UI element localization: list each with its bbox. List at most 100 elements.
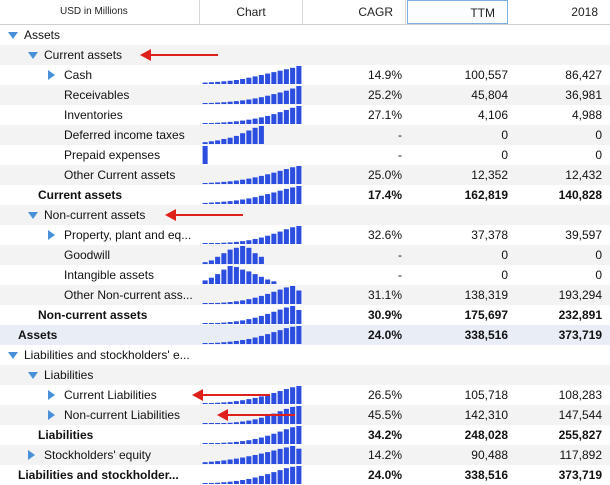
sparkline-bar: [283, 188, 289, 204]
sparkline-bar: [296, 290, 302, 304]
sparkline-bar: [215, 322, 221, 324]
table-row[interactable]: Current assets: [0, 45, 610, 65]
table-row[interactable]: Receivables 25.2% 45,804 36,981: [0, 85, 610, 105]
sparkline-bar: [215, 243, 221, 244]
sparkline-bar: [233, 401, 239, 404]
column-header-cagr[interactable]: CAGR: [303, 0, 406, 24]
sparkline-chart: [202, 146, 208, 164]
expand-right-icon[interactable]: [48, 70, 55, 80]
expand-down-icon[interactable]: [28, 372, 38, 379]
sparkline-bar: [265, 235, 271, 244]
sparkline-bar: [290, 88, 296, 104]
cagr-value: 24.0%: [367, 468, 402, 482]
sparkline-bar: [221, 253, 227, 264]
table-row[interactable]: Deferred income taxes - 0 0: [0, 125, 610, 145]
sparkline-bar: [258, 117, 264, 124]
expand-right-icon[interactable]: [48, 410, 55, 420]
sparkline-bar: [252, 317, 258, 324]
row-label: Assets: [24, 28, 61, 42]
table-row[interactable]: Current Liabilities 26.5% 105,718 108,283: [0, 385, 610, 405]
sparkline-bar: [208, 243, 214, 244]
financial-table-body: Assets Current assets Cash 14.9% 100,557 86,4…: [0, 25, 610, 485]
sparkline-bar: [246, 198, 252, 204]
year-2018-value: 117,892: [559, 448, 603, 462]
sparkline-bar: [283, 90, 289, 104]
table-row[interactable]: Intangible assets - 0 0: [0, 265, 610, 285]
sparkline-bar: [227, 422, 233, 424]
table-row[interactable]: Prepaid expenses - 0 0: [0, 145, 610, 165]
red-arrow-annotation-icon: [217, 409, 296, 421]
table-row[interactable]: Stockholders' equity 14.2% 90,488 117,892: [0, 445, 610, 465]
sparkline-bar: [277, 231, 283, 244]
table-row[interactable]: Assets: [0, 25, 610, 45]
table-row[interactable]: Inventories 27.1% 4,106 4,988: [0, 105, 610, 125]
column-header-chart[interactable]: Chart: [200, 0, 303, 24]
sparkline-bar: [240, 241, 246, 244]
sparkline-bar: [265, 95, 271, 104]
sparkline-chart: [202, 126, 264, 144]
row-label: Goodwill: [64, 248, 111, 262]
cagr-value: 17.4%: [367, 188, 402, 202]
ttm-value: 0: [501, 128, 508, 142]
table-row[interactable]: Cash 14.9% 100,557 86,427: [0, 65, 610, 85]
expand-right-icon[interactable]: [48, 230, 55, 240]
sparkline-bar: [233, 241, 239, 244]
expand-right-icon[interactable]: [48, 390, 55, 400]
row-label: Assets: [18, 328, 58, 342]
sparkline-chart: [202, 466, 302, 484]
sparkline-bar: [208, 202, 214, 204]
table-row[interactable]: Non-current assets: [0, 205, 610, 225]
expand-down-icon[interactable]: [28, 52, 38, 59]
sparkline-chart: [202, 246, 264, 264]
table-row[interactable]: Other Current assets 25.0% 12,352 12,432: [0, 165, 610, 185]
year-2018-value: 4,988: [571, 108, 602, 122]
sparkline-bar: [277, 330, 283, 344]
sparkline-bar: [215, 81, 221, 84]
column-header-2018[interactable]: 2018: [571, 5, 598, 19]
row-label: Other Current assets: [64, 168, 176, 182]
expand-down-icon[interactable]: [8, 32, 18, 39]
sparkline-bar: [221, 423, 227, 424]
sparkline-bar: [246, 99, 252, 104]
table-row[interactable]: Liabilities: [0, 365, 610, 385]
sparkline-bar: [283, 307, 289, 324]
table-row[interactable]: Current assets 17.4% 162,819 140,828: [0, 185, 610, 205]
sparkline-bar: [296, 226, 302, 244]
table-row[interactable]: Liabilities and stockholders' e...: [0, 345, 610, 365]
sparkline-chart: [202, 226, 302, 244]
sparkline-bar: [227, 181, 233, 184]
expand-down-icon[interactable]: [8, 352, 18, 359]
sparkline-bar: [271, 393, 277, 404]
sparkline-bar: [233, 101, 239, 104]
expand-right-icon[interactable]: [28, 450, 35, 460]
year-2018-value: 193,294: [558, 288, 602, 302]
table-row[interactable]: Liabilities and stockholder... 24.0% 338,5…: [0, 465, 610, 485]
cagr-value: 14.9%: [367, 68, 402, 82]
table-row[interactable]: Liabilities 34.2% 248,028 255,827: [0, 425, 610, 445]
expand-down-icon[interactable]: [28, 212, 38, 219]
sparkline-bar: [208, 141, 214, 144]
sparkline-bar: [215, 302, 221, 304]
ttm-value: 12,352: [471, 168, 508, 182]
table-row[interactable]: Non-current Liabilities 45.5% 142,310 147,5…: [0, 405, 610, 425]
sparkline-bar: [258, 437, 264, 444]
sparkline-bar: [202, 483, 208, 484]
sparkline-bar: [277, 391, 283, 404]
table-row[interactable]: Non-current assets 30.9% 175,697 232,891: [0, 305, 610, 325]
table-row[interactable]: Assets 24.0% 338,516 373,719: [0, 325, 610, 345]
sparkline-bar: [233, 247, 239, 264]
sparkline-bar: [252, 197, 258, 204]
table-row[interactable]: Goodwill - 0 0: [0, 245, 610, 265]
year-2018-value: 0: [595, 148, 602, 162]
table-row[interactable]: Other Non-current ass... 31.1% 138,319 193,…: [0, 285, 610, 305]
sparkline-bar: [208, 343, 214, 344]
sparkline-bar: [215, 423, 221, 424]
column-header-ttm[interactable]: TTM: [407, 0, 508, 24]
table-row[interactable]: Property, plant and eq... 32.6% 37,378 39,5…: [0, 225, 610, 245]
sparkline-bar: [252, 455, 258, 464]
cagr-value: 24.0%: [367, 328, 402, 342]
sparkline-chart: [202, 426, 302, 444]
sparkline-bar: [221, 302, 227, 304]
sparkline-bar: [258, 175, 264, 184]
sparkline-bar: [240, 300, 246, 304]
